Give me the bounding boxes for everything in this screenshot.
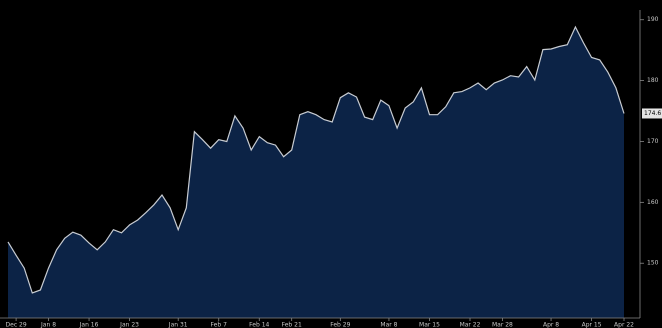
x-tick-label: Feb 21 <box>282 322 302 328</box>
y-tick-label: 180 <box>647 77 659 84</box>
x-tick-label: Jan 16 <box>79 322 99 328</box>
x-tick-label: Feb 14 <box>249 322 269 328</box>
price-line <box>7 25 625 294</box>
x-tick-label: Mar 22 <box>460 322 481 328</box>
y-tick-label: 160 <box>647 199 659 206</box>
last-price-box <box>642 108 662 119</box>
area-fill <box>8 27 624 318</box>
x-tick-label: Mar 8 <box>380 322 397 328</box>
x-tick-label: Jan 8 <box>40 322 56 328</box>
x-tick-label: Apr 8 <box>543 322 559 328</box>
x-tick-label: Jan 31 <box>168 322 188 328</box>
x-tick-label: Feb 7 <box>211 322 228 328</box>
x-tick-label: Jan 23 <box>119 322 139 328</box>
x-tick-label: Mar 15 <box>419 322 440 328</box>
x-tick-label: Mar 28 <box>492 322 513 328</box>
last-price-label: 174.6 <box>644 110 661 117</box>
y-tick-label: 170 <box>647 138 659 145</box>
x-tick-label: Apr 15 <box>582 322 602 328</box>
x-tick-label: Apr 22 <box>614 322 634 328</box>
y-tick-label: 150 <box>647 260 659 267</box>
x-tick-label: Feb 29 <box>330 322 350 328</box>
y-tick-label: 190 <box>647 16 659 23</box>
x-tick-label: Dec 29 <box>6 322 27 328</box>
